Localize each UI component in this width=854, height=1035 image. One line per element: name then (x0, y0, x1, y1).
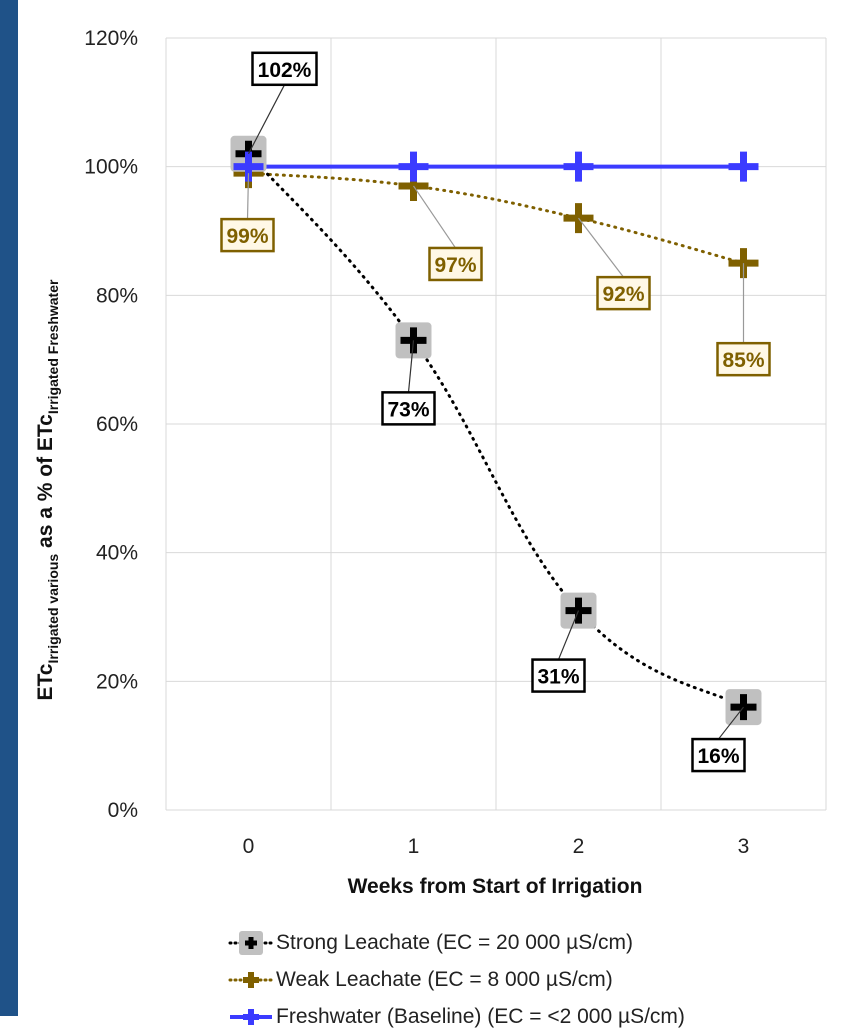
y-axis-title: ETcIrrigated various as a % of ETcIrriga… (34, 279, 61, 700)
y-axis-title-main-1: ETc (34, 663, 57, 700)
line-chart: 0% 20% 40% 60% 80% 100% 120% 0 1 2 3 102% 73% 31% 16… (34, 27, 827, 898)
y-tick-label: 60% (96, 413, 138, 436)
strong-leachate-swatch-icon (228, 930, 274, 955)
strong-leachate-data-label-leader (247, 84, 286, 155)
x-tick-label: 0 (243, 835, 255, 858)
weak-leachate-data-label-box (716, 341, 771, 377)
weak-leachate-data-label: 92% (602, 283, 644, 306)
data-labels: 102% 73% 31% 16% 99% 97% 92% 85% (220, 51, 771, 773)
y-axis-title-main-2: as a % of ETc (34, 414, 57, 554)
strong-leachate-data-label: 102% (258, 59, 312, 82)
series-line-weak-leachate (247, 171, 745, 265)
x-axis-title: Weeks from Start of Irrigation (348, 875, 643, 898)
legend-item-strong-leachate: Strong Leachate (EC = 20 000 µS/cm) (228, 924, 848, 961)
y-tick-label: 100% (84, 156, 138, 179)
x-tick-label: 2 (573, 835, 585, 858)
weak-leachate-data-label: 99% (226, 225, 268, 248)
weak-leachate-data-label-box (220, 217, 275, 253)
weak-leachate-point (563, 203, 594, 234)
strong-leachate-data-label-box (381, 391, 436, 426)
x-tick-label: 1 (408, 835, 420, 858)
freshwater-point (398, 151, 429, 182)
weak-leachate-swatch-icon (228, 971, 274, 988)
series-line-strong-leachate (247, 152, 745, 709)
strong-leachate-data-label-box (251, 51, 318, 87)
strong-leachate-data-label-box (691, 737, 746, 773)
y-tick-label: 120% (84, 27, 138, 50)
weak-leachate-data-label-leader (246, 173, 250, 220)
legend-item-weak-leachate: Weak Leachate (EC = 8 000 µS/cm) (228, 961, 848, 998)
freshwater-point (563, 151, 594, 182)
x-tick-label: 3 (738, 835, 750, 858)
y-tick-label: 80% (96, 284, 138, 307)
strong-leachate-data-label-leader (407, 340, 415, 393)
weak-leachate-data-label-box (428, 246, 483, 282)
y-tick-label: 0% (108, 799, 138, 822)
legend: Strong Leachate (EC = 20 000 µS/cm) Weak… (228, 924, 848, 1035)
y-axis-ticks: 0% 20% 40% 60% 80% 100% 120% (84, 27, 138, 822)
weak-leachate-data-label-leader (413, 185, 456, 249)
y-tick-label: 20% (96, 670, 138, 693)
weak-leachate-data-label-box (596, 275, 651, 311)
legend-label-freshwater: Freshwater (Baseline) (EC = <2 000 µS/cm… (276, 1004, 685, 1028)
strong-leachate-data-label-leader (718, 706, 744, 740)
y-axis-title-sub-1: Irrigated various (45, 554, 61, 664)
strong-leachate-data-label: 73% (387, 398, 429, 421)
strong-leachate-data-label: 31% (537, 666, 579, 689)
left-accent-bar (0, 0, 18, 1016)
strong-leachate-data-label-box (531, 658, 586, 693)
freshwater-point (728, 151, 759, 182)
strong-leachate-data-label: 16% (697, 745, 739, 768)
legend-label-weak-leachate: Weak Leachate (EC = 8 000 µS/cm) (276, 967, 613, 991)
strong-leachate-data-label-leader (557, 610, 580, 660)
freshwater-swatch-icon (230, 1008, 272, 1025)
weak-leachate-data-label-leader (578, 217, 624, 278)
x-axis-ticks: 0 1 2 3 (243, 835, 750, 858)
weak-leachate-data-label: 85% (722, 349, 764, 372)
y-axis-title-sub-2: Irrigated Freshwater (45, 279, 61, 414)
weak-leachate-data-label: 97% (434, 254, 476, 277)
legend-label-strong-leachate: Strong Leachate (EC = 20 000 µS/cm) (276, 930, 634, 954)
y-tick-label: 40% (96, 542, 138, 565)
legend-item-freshwater: Freshwater (Baseline) (EC = <2 000 µS/cm… (228, 998, 848, 1035)
